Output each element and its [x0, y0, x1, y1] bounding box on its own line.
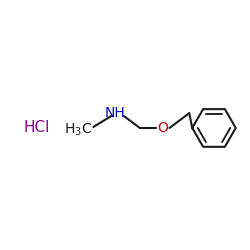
Text: O: O: [157, 121, 168, 135]
Text: H$_3$C: H$_3$C: [64, 122, 92, 138]
Text: NH: NH: [105, 106, 126, 120]
Text: HCl: HCl: [23, 120, 50, 136]
